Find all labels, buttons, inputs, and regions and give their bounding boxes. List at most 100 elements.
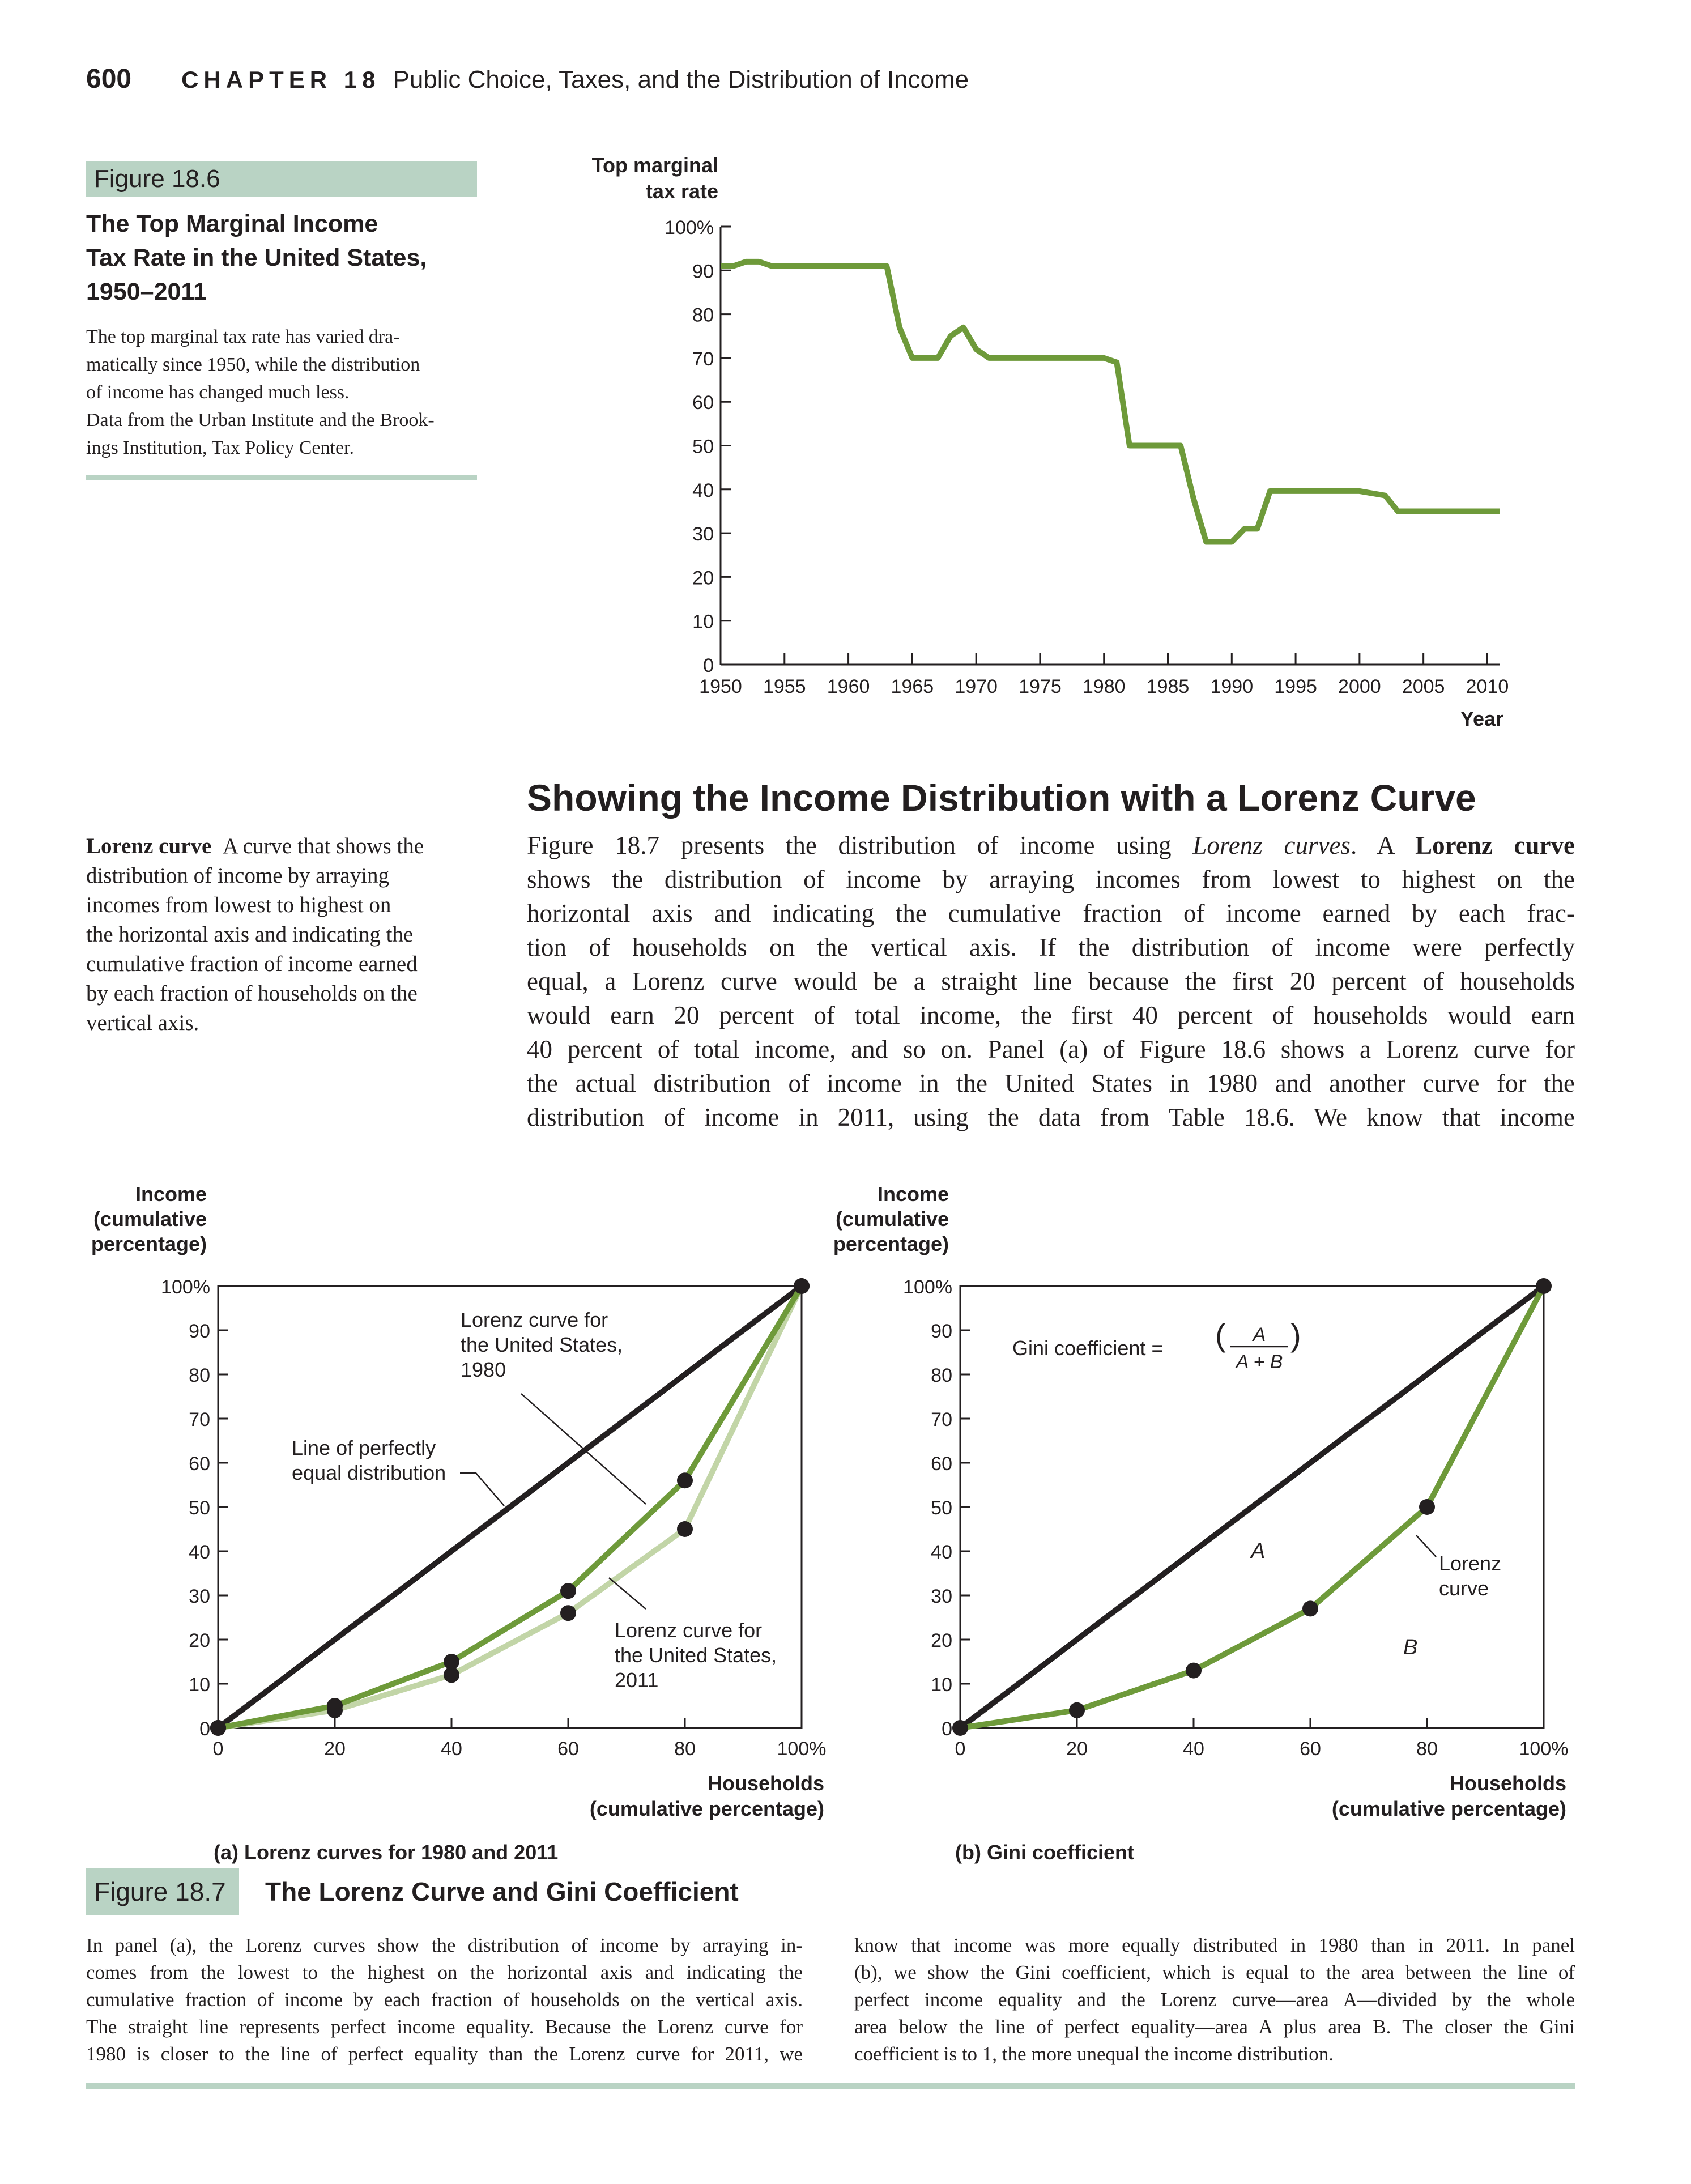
- y-axis-label: Income: [135, 1182, 207, 1206]
- caption-line: comes from the lowest to the highest on …: [86, 1961, 803, 1983]
- x-axis-label: Households: [1450, 1772, 1566, 1795]
- lorenz-curve-annotation: curve: [1439, 1577, 1489, 1600]
- y-tick-label: 30: [189, 1586, 210, 1607]
- lorenz-2011-line: [218, 1284, 804, 1731]
- x-tick-label: 80: [674, 1738, 696, 1760]
- annotation-leader: [460, 1472, 505, 1506]
- caption-line: Data from the Urban Institute and the Br…: [86, 410, 435, 431]
- curve-1980-annotation: Lorenz curve for: [461, 1308, 608, 1331]
- y-tick-label: 0: [942, 1718, 952, 1740]
- y-tick-label: 20: [931, 1630, 952, 1651]
- x-axis-label: (cumulative percentage): [590, 1797, 824, 1820]
- lorenz-2011-point: [560, 1605, 576, 1621]
- panel-a-subtitle: (a) Lorenz curves for 1980 and 2011: [214, 1841, 558, 1864]
- lorenz-1980-point: [560, 1583, 576, 1599]
- caption-line: know that income was more equally distri…: [854, 1934, 1575, 1956]
- x-tick-label: 1980: [1083, 676, 1126, 697]
- body-line: tion of households on the vertical axis.…: [527, 933, 1575, 961]
- lorenz-curve-line-point: [952, 1720, 968, 1736]
- x-tick-label: 1975: [1019, 676, 1062, 697]
- caption-line: ings Institution, Tax Policy Center.: [86, 437, 354, 458]
- x-tick-label: 1995: [1274, 676, 1317, 697]
- figure-18-6-tag: Figure 18.6: [86, 161, 477, 197]
- figure-title-line: 1950–2011: [86, 278, 207, 305]
- glossary-line: the horizontal axis and indicating the: [86, 922, 414, 947]
- caption-line: cumulative fraction of income by each fr…: [86, 1989, 803, 2011]
- gini-numerator: A: [1252, 1324, 1266, 1346]
- x-tick-label: 100%: [1519, 1738, 1569, 1760]
- curve-1980-annotation: 1980: [461, 1358, 506, 1381]
- caption-line: coefficient is to 1, the more unequal th…: [854, 2043, 1334, 2065]
- equal-line-annotation: Line of perfectly: [292, 1436, 436, 1459]
- y-axis-label: (cumulative: [93, 1207, 207, 1231]
- lorenz-curve-line-point: [1186, 1662, 1202, 1679]
- figure-18-7-tag: Figure 18.7: [86, 1868, 239, 1915]
- lorenz-1980-point: [210, 1720, 226, 1736]
- glossary-line: by each fraction of households on the: [86, 981, 418, 1006]
- body-line: distribution of income in 2011, using th…: [527, 1103, 1575, 1131]
- running-head: 600 CHAPTER 18 Public Choice, Taxes, and…: [86, 63, 969, 103]
- y-tick-label: 90: [931, 1321, 952, 1342]
- bottom-rule: [86, 2083, 1575, 2089]
- lorenz-2011-point: [444, 1667, 459, 1683]
- y-tick-label: 80: [189, 1365, 210, 1386]
- y-tick-label: 50: [931, 1497, 952, 1519]
- y-tick-label: 60: [931, 1453, 952, 1475]
- x-tick-label: 80: [1416, 1738, 1438, 1760]
- body-line: would earn 20 percent of total income, t…: [527, 1001, 1575, 1029]
- figure-title-line: The Top Marginal Income: [86, 210, 378, 237]
- annotation-leader: [521, 1393, 646, 1505]
- figure-18-7-caption-right: know that income was more equally distri…: [854, 1932, 1575, 2068]
- figure-18-6-tag-label: Figure 18.6: [94, 165, 220, 193]
- x-tick-label: 60: [557, 1738, 579, 1760]
- lorenz-curve-line: [960, 1284, 1547, 1731]
- area-a-label: A: [1250, 1539, 1265, 1563]
- y-tick-label: 10: [189, 1674, 210, 1696]
- tax-rate-chart: Top marginal tax rate 0 10 20 30 40 50 60 70 80 90 1…: [592, 154, 1509, 730]
- x-tick-label: 2010: [1466, 676, 1509, 697]
- body-line: the actual distribution of income in the…: [527, 1069, 1575, 1097]
- curve-2011-annotation: Lorenz curve for: [615, 1619, 762, 1642]
- body-line: Figure 18.7 presents the distribution of…: [527, 831, 1575, 859]
- lorenz-curve-line-point: [1069, 1702, 1085, 1718]
- body-line: shows the distribution of income by arra…: [527, 865, 1575, 893]
- gini-paren: (: [1215, 1317, 1226, 1353]
- tax-rate-series-line: [721, 258, 1500, 545]
- lorenz-1980-point: [327, 1698, 343, 1714]
- glossary-line: cumulative fraction of income earned: [86, 952, 418, 976]
- y-tick-label: 30: [931, 1586, 952, 1607]
- x-tick-label: 1950: [699, 676, 742, 697]
- y-tick-label: 40: [692, 480, 714, 501]
- gini-paren: ): [1290, 1317, 1301, 1353]
- section-heading: Showing the Income Distribution with a L…: [527, 777, 1476, 819]
- curve-2011-annotation: 2011: [615, 1668, 658, 1692]
- caption-line: The straight line represents perfect inc…: [86, 2016, 803, 2038]
- body-paragraph: Figure 18.7 presents the distribution of…: [527, 828, 1575, 1134]
- x-tick-label: 0: [213, 1738, 224, 1760]
- lorenz-curve-line-point: [1419, 1499, 1435, 1515]
- y-tick-label: 70: [189, 1409, 210, 1431]
- y-tick-label: 40: [189, 1542, 210, 1563]
- gini-formula-label: Gini coefficient =: [1012, 1336, 1163, 1360]
- panel-b-subtitle: (b) Gini coefficient: [955, 1841, 1134, 1864]
- figure-18-7-title: The Lorenz Curve and Gini Coefficient: [265, 1877, 739, 1906]
- x-tick-label: 20: [324, 1738, 346, 1760]
- body-line: 40 percent of total income, and so on. P…: [527, 1035, 1575, 1063]
- figure-18-6-caption: The top marginal tax rate has varied dra…: [86, 323, 483, 462]
- y-tick-label: 50: [189, 1497, 210, 1519]
- glossary-first-line: A curve that shows the: [222, 834, 424, 858]
- y-tick-label: 90: [692, 261, 714, 282]
- caption-line: In panel (a), the Lorenz curves show the…: [86, 1934, 803, 1956]
- area-b-label: B: [1403, 1636, 1417, 1659]
- gini-denominator: A + B: [1235, 1351, 1283, 1373]
- annotation-leader: [608, 1577, 646, 1610]
- y-tick-label: 30: [692, 523, 714, 545]
- figure-18-6-rule: [86, 475, 477, 480]
- y-tick-label: 100%: [903, 1276, 952, 1298]
- caption-line: 1980 is closer to the line of perfect eq…: [86, 2043, 803, 2065]
- x-axis-label: Year: [1460, 707, 1503, 730]
- y-tick-label: 60: [692, 392, 714, 414]
- y-tick-label: 100%: [665, 217, 714, 239]
- y-tick-label: 10: [931, 1674, 952, 1696]
